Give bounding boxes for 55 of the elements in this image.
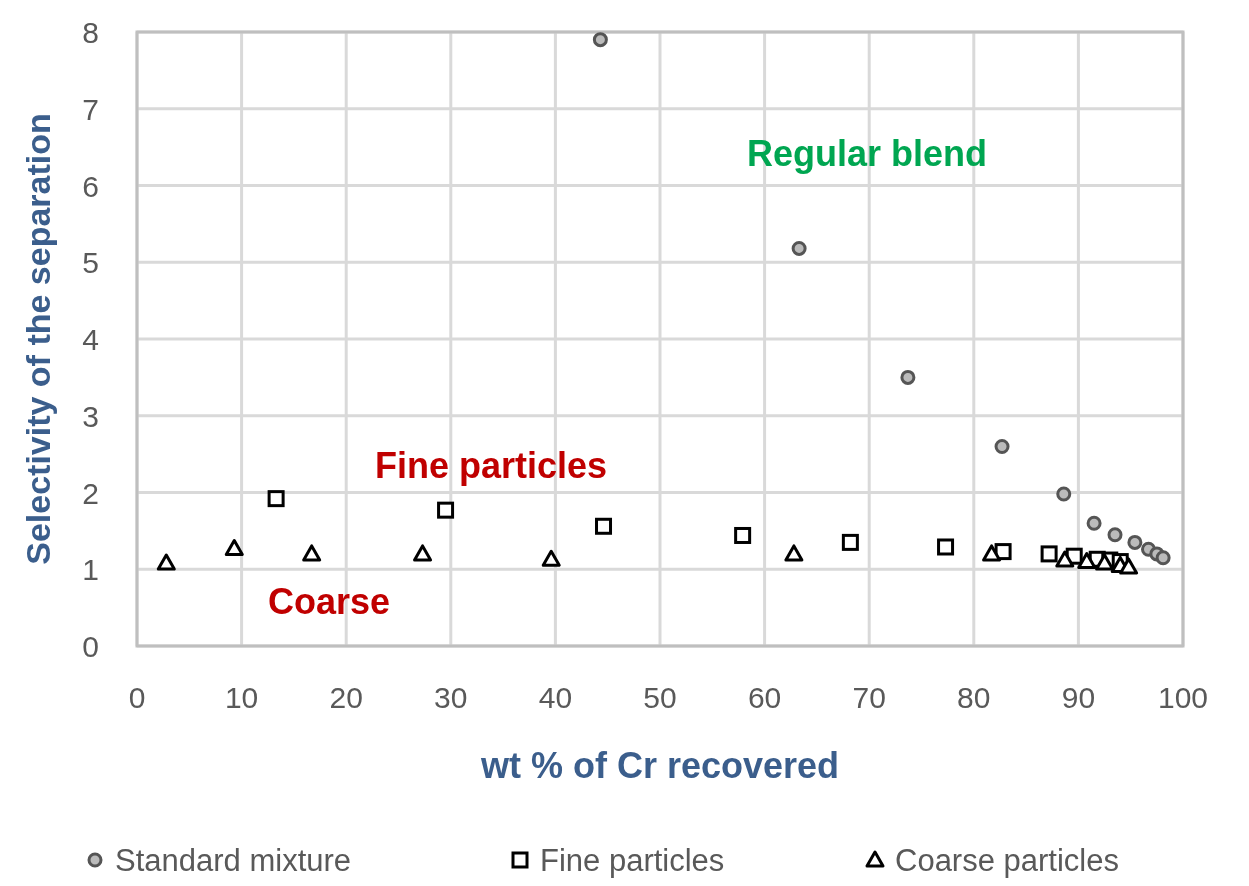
point <box>1095 553 1115 571</box>
point <box>1107 527 1123 543</box>
x-tick-label: 100 <box>1157 681 1209 714</box>
legend-label: Coarse particles <box>895 843 1119 878</box>
x-tick-label: 10 <box>224 681 259 714</box>
x-tick-label: 90 <box>1061 681 1096 714</box>
point <box>1119 557 1139 575</box>
y-tick-label: 7 <box>82 92 99 126</box>
y-tick-label: 8 <box>82 16 99 49</box>
x-tick-label: 20 <box>329 681 363 714</box>
y-tick-label: 1 <box>82 553 99 587</box>
y-tick-label: 3 <box>82 399 99 433</box>
point <box>413 544 433 562</box>
y-tick-label: 5 <box>82 246 99 280</box>
point <box>791 240 807 256</box>
point <box>595 517 613 535</box>
annotation: Coarse <box>268 581 391 622</box>
point <box>437 501 455 519</box>
x-tick-label: 80 <box>957 681 991 714</box>
point <box>592 32 608 48</box>
x-tick-label: 40 <box>538 681 573 714</box>
x-axis-title: wt % of Cr recovered <box>479 745 840 786</box>
point <box>734 526 752 544</box>
point <box>841 533 859 551</box>
point <box>1040 545 1058 563</box>
point <box>784 544 804 562</box>
point <box>994 438 1010 454</box>
point <box>224 539 244 557</box>
point <box>1056 486 1072 502</box>
y-tick-label: 2 <box>82 476 99 510</box>
annotation: Regular blend <box>747 133 988 174</box>
point <box>982 544 1002 562</box>
point <box>937 538 955 556</box>
point <box>541 549 561 567</box>
x-tick-label: 0 <box>128 681 146 714</box>
point <box>900 369 916 385</box>
legend-label: Fine particles <box>540 843 725 878</box>
legend-label: Standard mixture <box>115 843 352 878</box>
point <box>1055 550 1075 568</box>
y-axis-title: Selectivity of the separation <box>19 113 57 565</box>
x-tick-label: 30 <box>434 681 468 714</box>
point <box>1127 534 1143 550</box>
x-tick-label: 60 <box>747 681 782 714</box>
point <box>1155 550 1171 566</box>
point <box>156 553 176 571</box>
y-tick-label: 4 <box>82 323 99 356</box>
point <box>267 490 285 508</box>
y-tick-label: 6 <box>82 169 99 203</box>
x-tick-label: 50 <box>643 681 677 714</box>
annotation: Fine particles <box>375 445 608 486</box>
point <box>302 544 322 562</box>
point <box>1077 552 1097 570</box>
y-tick-label: 0 <box>82 630 99 663</box>
x-tick-label: 70 <box>852 681 886 714</box>
point <box>1086 515 1102 531</box>
